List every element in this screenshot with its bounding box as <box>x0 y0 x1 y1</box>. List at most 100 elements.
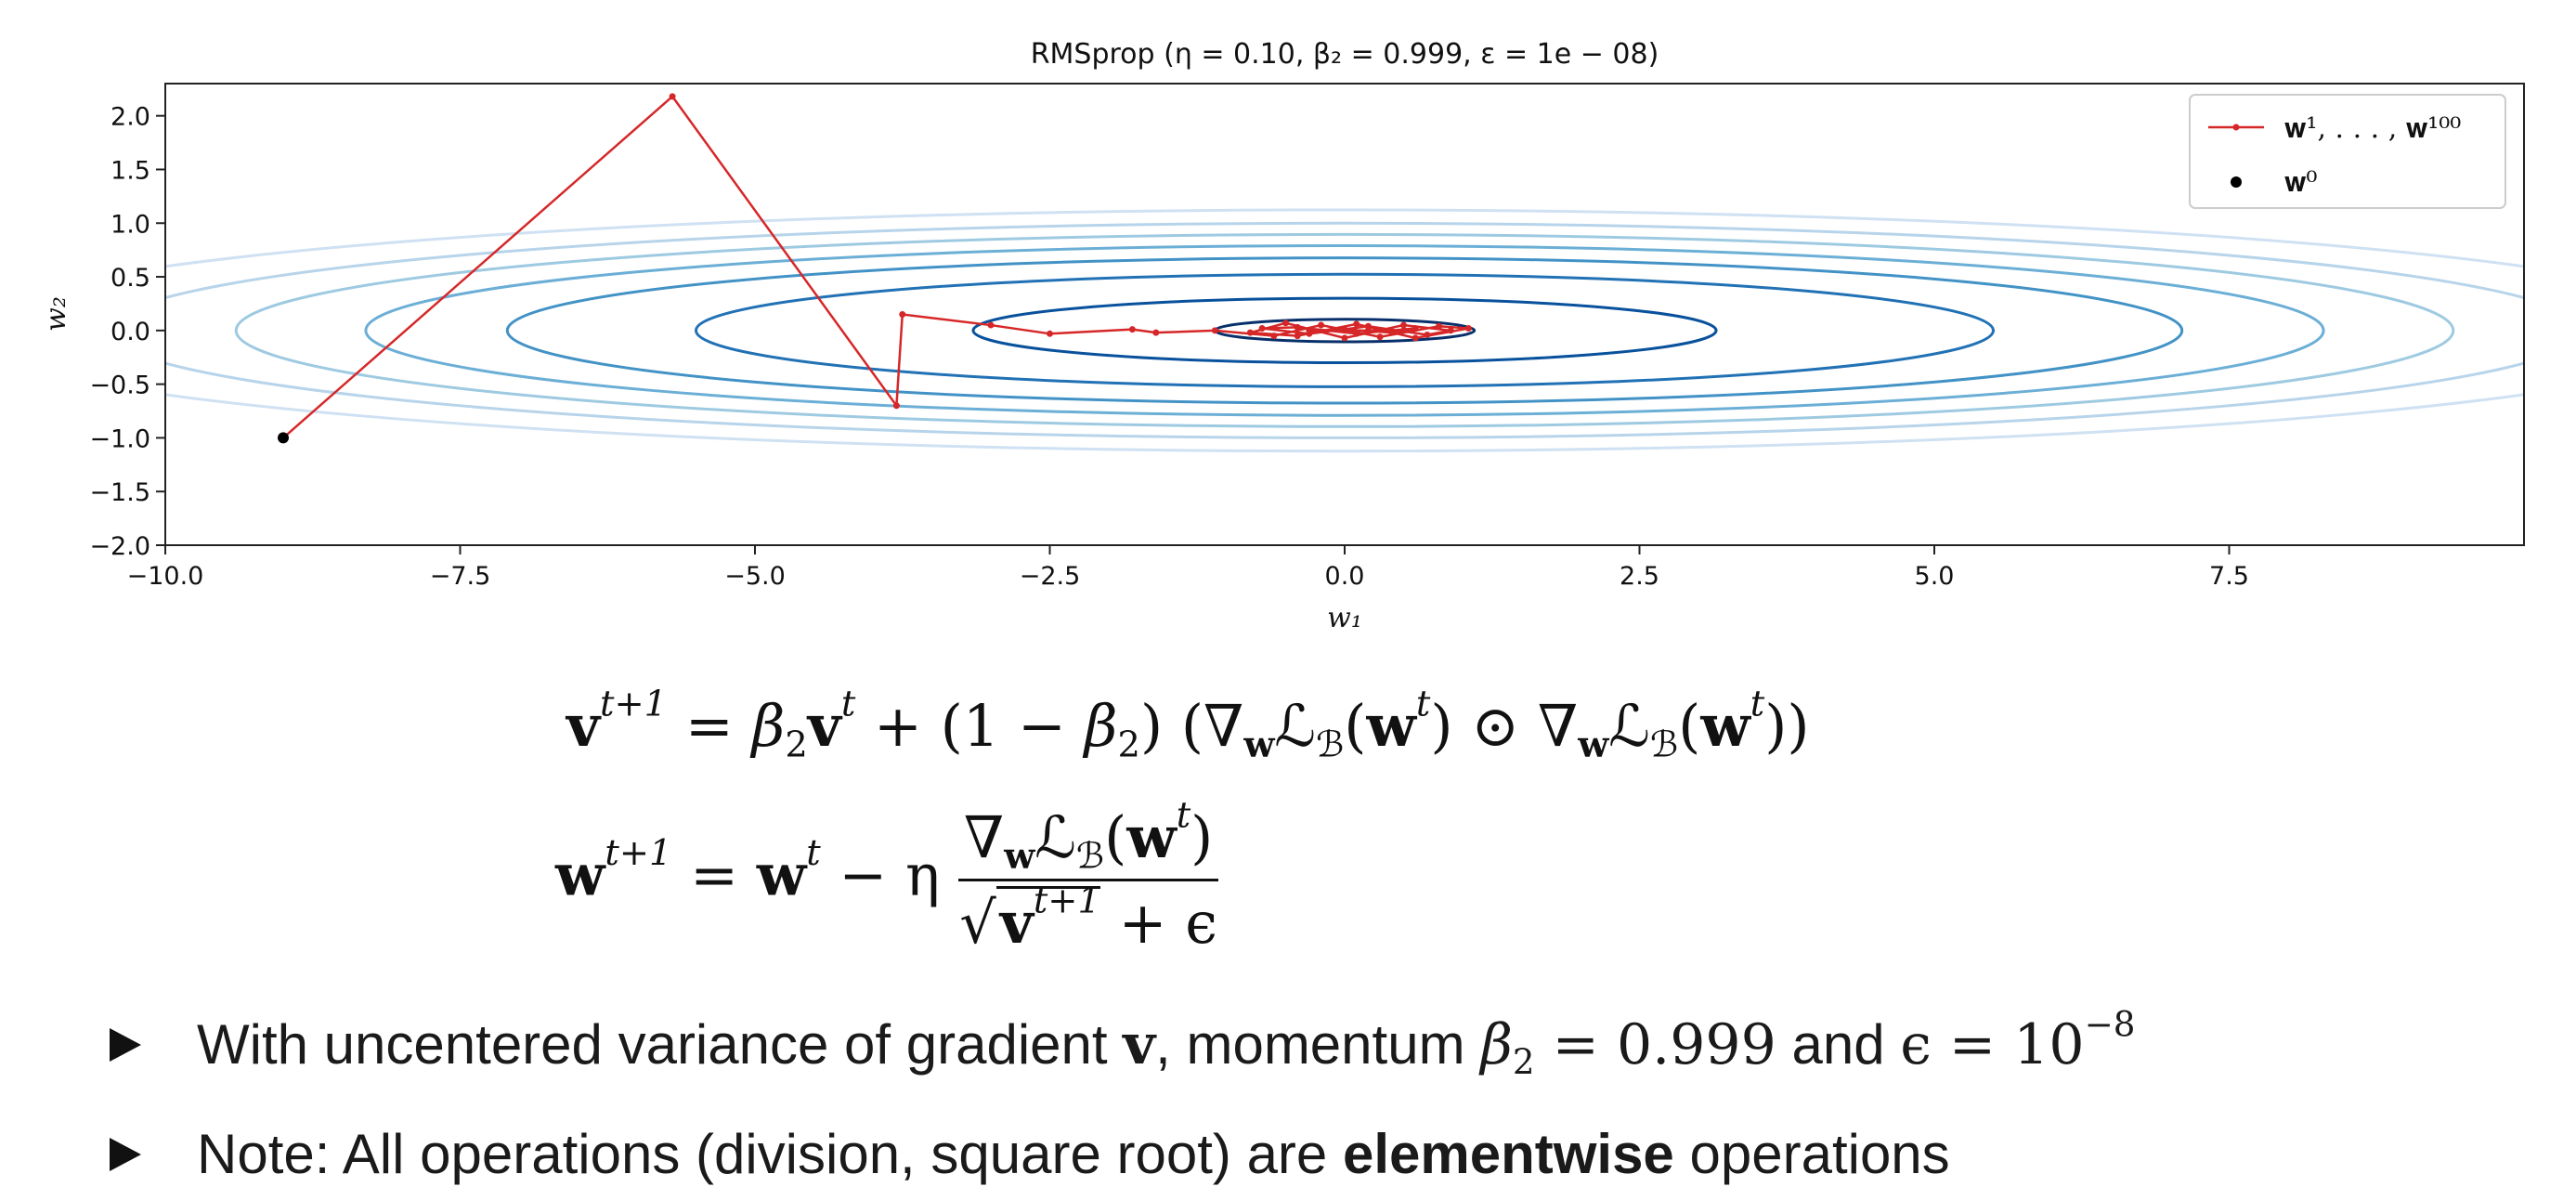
x-tick-label: 7.5 <box>2209 562 2249 591</box>
x-tick-label: −2.5 <box>1020 562 1081 591</box>
eq2-minus-eta: − η <box>820 841 958 909</box>
trajectory-point <box>1400 327 1407 334</box>
y-axis-label: w₂ <box>40 296 72 332</box>
eq1-L2-sub: ℬ <box>1649 724 1679 766</box>
eq1-L2: ℒ <box>1608 692 1650 760</box>
eq1-plus: + (1 − <box>855 692 1085 760</box>
bullet2-text1: Note: All operations (division, square r… <box>197 1123 1343 1185</box>
trajectory-point <box>1412 334 1419 342</box>
eq1-w: w <box>1366 692 1416 760</box>
trajectory-point <box>1353 320 1360 328</box>
contour-line-8 <box>165 208 2524 453</box>
eq1-beta: β <box>751 692 786 760</box>
trajectory-series <box>278 93 1472 444</box>
trajectory-point <box>1341 334 1348 342</box>
bullet1-text1: With uncentered variance of gradient <box>197 1013 1124 1076</box>
trajectory-point <box>1246 329 1254 336</box>
trajectory-point <box>1424 331 1431 338</box>
eq1-nabla: ∇ <box>1203 692 1244 760</box>
legend-line-dot <box>2232 124 2240 131</box>
eq1-end: ) <box>1787 692 1810 760</box>
contour-line-6 <box>234 232 2455 428</box>
bullet1-beta-sub: 2 <box>1512 1041 1535 1083</box>
trajectory-point <box>987 321 995 329</box>
contour-line-5 <box>364 243 2325 417</box>
bullet1-eps: ϵ = 10 <box>1900 1012 2085 1077</box>
eq1-nabla2-sub: w <box>1578 724 1609 766</box>
y-tick-label: −2.0 <box>89 532 150 561</box>
x-axis-ticks: −10.0 −7.5 −5.0 −2.5 0.0 2.5 5.0 7.5 <box>127 545 2249 591</box>
trajectory-point <box>1400 321 1407 329</box>
equation-v-update: vt+1 = β2vt + (1 − β2) (∇wℒℬ(wt) ⊙ ∇wℒℬ(… <box>566 683 1810 766</box>
bullet2-text2: operations <box>1673 1123 1950 1185</box>
contour-line-4 <box>505 256 2184 405</box>
trajectory-point <box>1412 325 1419 333</box>
trajectory-point <box>1211 327 1218 334</box>
bullet-arrow-icon <box>110 1138 141 1172</box>
eq2-sup-t: t <box>806 831 821 874</box>
legend: 𝐰¹, . . . , 𝐰¹⁰⁰ 𝐰⁰ <box>2189 94 2506 209</box>
legend-label-start: 𝐰⁰ <box>2284 166 2317 199</box>
bullet-variance: With uncentered variance of gradient v, … <box>110 1007 2135 1079</box>
eq2-w2: w <box>756 841 807 909</box>
trajectory-point <box>1447 327 1454 334</box>
eq1-sup-t1: t+1 <box>600 683 668 725</box>
trajectory-point <box>1318 321 1325 329</box>
trajectory-point <box>1364 327 1372 334</box>
bullet1-eq1: = 0.999 <box>1534 1012 1776 1077</box>
trajectory-point <box>1464 325 1472 333</box>
bullet-arrow-icon <box>110 1028 141 1063</box>
trajectory-point <box>1306 327 1313 334</box>
trajectory-point <box>1436 322 1443 330</box>
y-axis-ticks: −2.0 −1.5 −1.0 −0.5 0.0 0.5 1.0 1.5 2.0 <box>89 103 165 561</box>
eq1-v: v <box>566 692 601 760</box>
eq1-w2: w <box>1700 692 1750 760</box>
eq1-odot: ⊙ <box>1452 692 1538 760</box>
eq1-beta2: β <box>1084 692 1118 760</box>
y-tick-label: −1.5 <box>89 478 150 507</box>
eq2-fraction: ∇wℒℬ(wt) √vt+1 + ϵ <box>957 798 1219 957</box>
eq1-v2: v <box>807 692 841 760</box>
eq1-nabla-sub: w <box>1243 724 1275 766</box>
x-axis-label: w₁ <box>1327 602 1362 634</box>
x-tick-label: 2.5 <box>1620 562 1659 591</box>
legend-label-trajectory: 𝐰¹, . . . , 𝐰¹⁰⁰ <box>2284 112 2461 145</box>
contour-line-3 <box>695 272 1995 388</box>
y-tick-label: 1.5 <box>111 156 150 185</box>
x-tick-label: −10.0 <box>127 562 204 591</box>
contour-line-7 <box>165 221 2524 439</box>
eq1-sup-t: t <box>840 683 856 725</box>
bullet2-bold: elementwise <box>1342 1123 1674 1185</box>
trajectory-point <box>1270 333 1278 340</box>
y-tick-label: 0.5 <box>111 264 150 293</box>
trajectory-point <box>1341 326 1348 333</box>
trajectory-point <box>1128 326 1136 333</box>
bullet1-exp: −8 <box>2084 1003 2136 1045</box>
trajectory-point <box>669 93 676 100</box>
bullet1-beta: β <box>1480 1012 1513 1077</box>
trajectory-point <box>1294 333 1301 340</box>
eq1-w2-sup: t <box>1750 683 1765 725</box>
eq1-equals: = <box>667 692 752 760</box>
eq1-w-sup: t <box>1415 683 1431 725</box>
start-point <box>278 432 289 444</box>
trajectory-point <box>1152 329 1160 336</box>
trajectory-point <box>1282 320 1289 327</box>
eq2-equals: = <box>671 841 757 909</box>
bullet1-text3: and <box>1776 1013 1901 1076</box>
chart-title: RMSprop (η = 0.10, β₂ = 0.999, ε = 1e − … <box>1031 38 1659 71</box>
eq1-L: ℒ <box>1274 692 1317 760</box>
legend-box <box>2189 94 2506 209</box>
y-tick-label: 1.0 <box>111 210 150 239</box>
y-tick-label: −0.5 <box>89 372 150 400</box>
eq1-nabla2: ∇ <box>1537 692 1579 760</box>
bullet-elementwise: Note: All operations (division, square r… <box>110 1122 1950 1186</box>
trajectory-point <box>899 311 906 318</box>
eq2-numerator: ∇wℒℬ(wt) <box>957 798 1219 881</box>
eq1-beta2-sub: 2 <box>1117 724 1140 766</box>
bullet1-text2: , momentum <box>1155 1013 1481 1076</box>
eq1-L-sub: ℬ <box>1316 724 1345 766</box>
eq1-close: ) ( <box>1139 692 1204 760</box>
x-tick-label: 0.0 <box>1325 562 1365 591</box>
eq2-sup-t1: t+1 <box>605 831 672 874</box>
